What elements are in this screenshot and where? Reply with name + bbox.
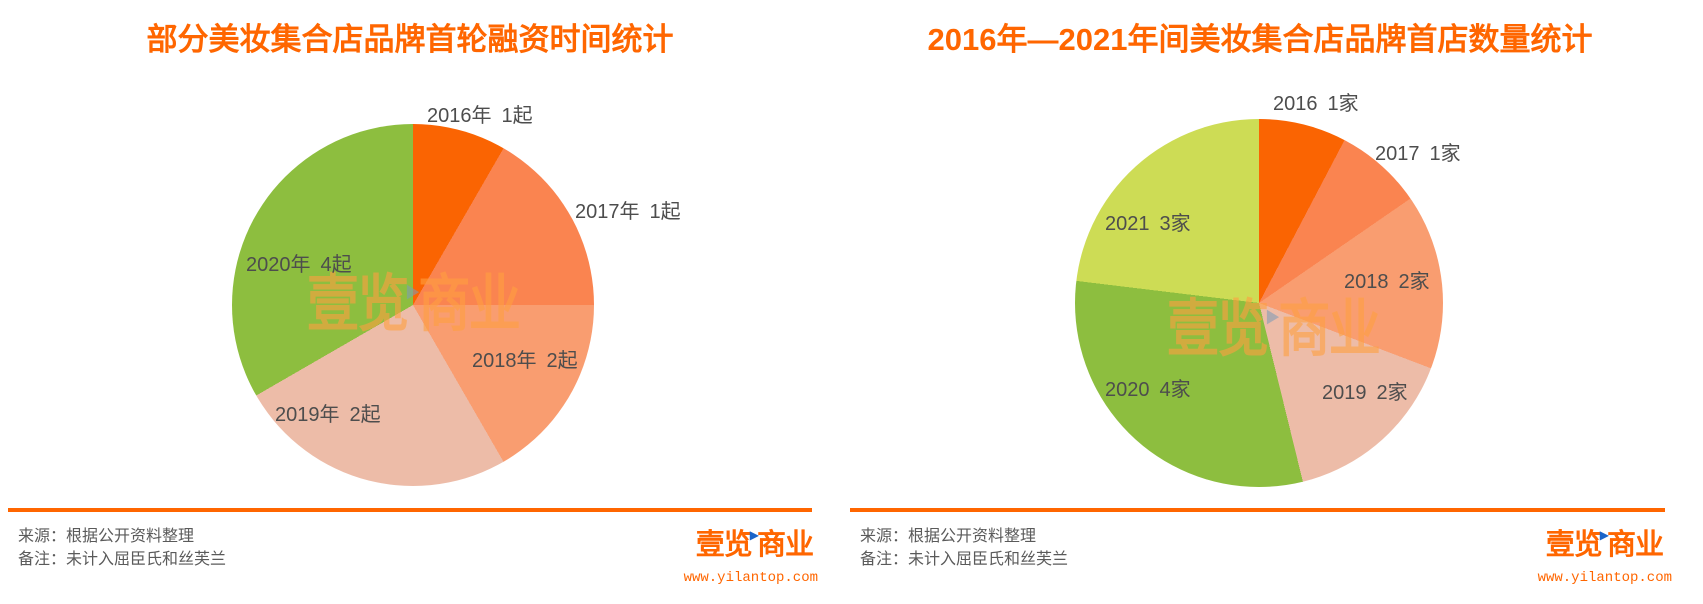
brand-website: www.yilantop.com xyxy=(683,570,818,586)
watermark-text-left: 壹览 xyxy=(1166,295,1269,364)
note-line: 备注：未计入屈臣氏和丝芙兰 xyxy=(18,551,227,568)
watermark-logo: 壹览▶商业 xyxy=(1167,299,1381,361)
pie-slice-label: 2016年 1起 xyxy=(427,105,533,127)
note-line: 备注：未计入屈臣氏和丝芙兰 xyxy=(860,551,1069,568)
play-triangle-icon: ▶ xyxy=(406,281,420,302)
pie-slice-label: 2021 3家 xyxy=(1105,213,1191,235)
brand-logo-text-right: 商业 xyxy=(1606,529,1664,561)
divider-line xyxy=(8,508,812,512)
brand-logo: 壹览▶商业 xyxy=(695,528,814,562)
brand-logo-text-right: 商业 xyxy=(756,529,814,561)
pie-slice-label: 2019 2家 xyxy=(1322,382,1408,404)
pie-slice-label: 2018 2家 xyxy=(1344,271,1430,293)
source-line: 来源：根据公开资料整理 xyxy=(18,528,195,545)
play-triangle-icon: ▶ xyxy=(749,528,759,542)
footer-notes: 来源：根据公开资料整理 备注：未计入屈臣氏和丝芙兰 xyxy=(18,525,226,571)
brand-logo: 壹览▶商业 xyxy=(1545,528,1664,562)
brand-website: www.yilantop.com xyxy=(1537,570,1672,586)
play-triangle-icon: ▶ xyxy=(1599,528,1609,542)
pie-slice-label: 2020 4家 xyxy=(1105,379,1191,401)
pie-slice-label: 2016 1家 xyxy=(1273,93,1359,115)
watermark-text-right: 商业 xyxy=(418,270,520,339)
chart-title-financing: 部分美妆集合店品牌首轮融资时间统计 xyxy=(146,22,674,57)
pie-slice-label: 2017 1家 xyxy=(1375,143,1461,165)
source-line: 来源：根据公开资料整理 xyxy=(860,528,1037,545)
chart-title-store-count: 2016年—2021年间美妆集合店品牌首店数量统计 xyxy=(927,22,1593,57)
divider-line xyxy=(850,508,1665,512)
watermark-logo: 壹览▶商业 xyxy=(307,274,521,336)
pie-slice-label: 2017年 1起 xyxy=(575,201,681,223)
pie-slice-label: 2019年 2起 xyxy=(275,404,381,426)
pie-chart-store-count: 壹览▶商业 xyxy=(1075,119,1443,487)
pie-chart-financing: 壹览▶商业 xyxy=(232,124,594,486)
pie-slice-label: 2020年 4起 xyxy=(246,254,352,276)
brand-logo-text-left: 壹览 xyxy=(695,529,753,561)
pie-slice-label: 2018年 2起 xyxy=(472,350,578,372)
footer-notes: 来源：根据公开资料整理 备注：未计入屈臣氏和丝芙兰 xyxy=(860,525,1068,571)
watermark-text-left: 壹览 xyxy=(306,270,409,339)
brand-logo-text-left: 壹览 xyxy=(1545,529,1603,561)
watermark-text-right: 商业 xyxy=(1278,295,1380,364)
play-triangle-icon: ▶ xyxy=(1266,306,1280,327)
